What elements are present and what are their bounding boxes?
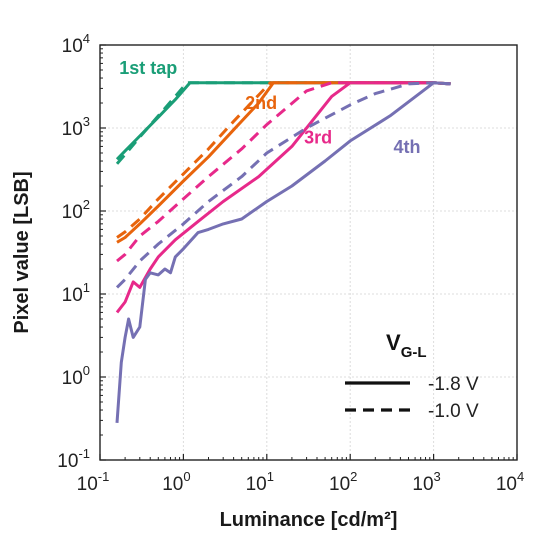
tick-exponent: 0 bbox=[183, 469, 190, 484]
series-line-5 bbox=[116, 81, 451, 263]
tick-base: 10 bbox=[62, 285, 83, 306]
tick-exponent: 1 bbox=[83, 280, 90, 295]
tick-exponent: -1 bbox=[78, 446, 90, 461]
legend-label: -1.0 V bbox=[428, 401, 479, 422]
series-lines bbox=[115, 81, 451, 424]
tick-exponent: 4 bbox=[83, 31, 90, 46]
series-label: 1st tap bbox=[119, 58, 177, 78]
tick-base: 10 bbox=[162, 474, 183, 495]
tick-exponent: 3 bbox=[83, 114, 90, 129]
tick-exponent: 0 bbox=[83, 363, 90, 378]
x-tick-label: 103 bbox=[412, 469, 440, 495]
y-tick-label: 103 bbox=[62, 114, 90, 140]
tick-base: 10 bbox=[62, 36, 83, 57]
tick-base: 10 bbox=[62, 119, 83, 140]
plot-frame bbox=[99, 44, 518, 461]
y-tick-label: 104 bbox=[62, 31, 90, 57]
tick-exponent: 2 bbox=[350, 469, 357, 484]
series-label: 3rd bbox=[304, 128, 332, 148]
tick-base: 10 bbox=[246, 474, 267, 495]
tick-base: 10 bbox=[496, 474, 517, 495]
y-tick-label: 102 bbox=[62, 197, 90, 223]
x-tick-label: 102 bbox=[329, 469, 357, 495]
y-tick-label: 101 bbox=[62, 280, 90, 306]
tick-base: 10 bbox=[77, 474, 98, 495]
x-tick-label: 10-1 bbox=[77, 469, 110, 495]
legend-title: VG-L bbox=[386, 330, 427, 361]
legend: VG-L-1.8 V -1.0 V bbox=[345, 330, 479, 422]
series-label: 2nd bbox=[245, 93, 277, 113]
tick-exponent: -1 bbox=[98, 469, 110, 484]
x-axis-title: Luminance [cd/m²] bbox=[220, 509, 398, 531]
tick-base: 10 bbox=[57, 451, 78, 472]
y-tick-label: 10-1 bbox=[57, 446, 90, 472]
series-labels: 1st tap 2nd 3rd 4th bbox=[119, 58, 420, 157]
tick-exponent: 1 bbox=[267, 469, 274, 484]
series-label: 4th bbox=[393, 137, 420, 157]
tick-exponent: 3 bbox=[434, 469, 441, 484]
tick-base: 10 bbox=[62, 202, 83, 223]
x-tick-label: 101 bbox=[246, 469, 274, 495]
legend-label: -1.8 V bbox=[428, 374, 479, 395]
tick-base: 10 bbox=[412, 474, 433, 495]
tick-base: 10 bbox=[62, 368, 83, 389]
legend-title-main: V bbox=[386, 330, 401, 355]
x-tick-label: 104 bbox=[496, 469, 524, 495]
series-line-6 bbox=[115, 81, 451, 424]
tick-base: 10 bbox=[329, 474, 350, 495]
legend-title-subscript: G-L bbox=[401, 344, 427, 361]
tick-exponent: 4 bbox=[517, 469, 524, 484]
tick-exponent: 2 bbox=[83, 197, 90, 212]
x-tick-label: 100 bbox=[162, 469, 190, 495]
series-line-7 bbox=[115, 81, 451, 289]
y-tick-label: 100 bbox=[62, 363, 90, 389]
y-axis-title: Pixel value [LSB] bbox=[11, 171, 33, 333]
